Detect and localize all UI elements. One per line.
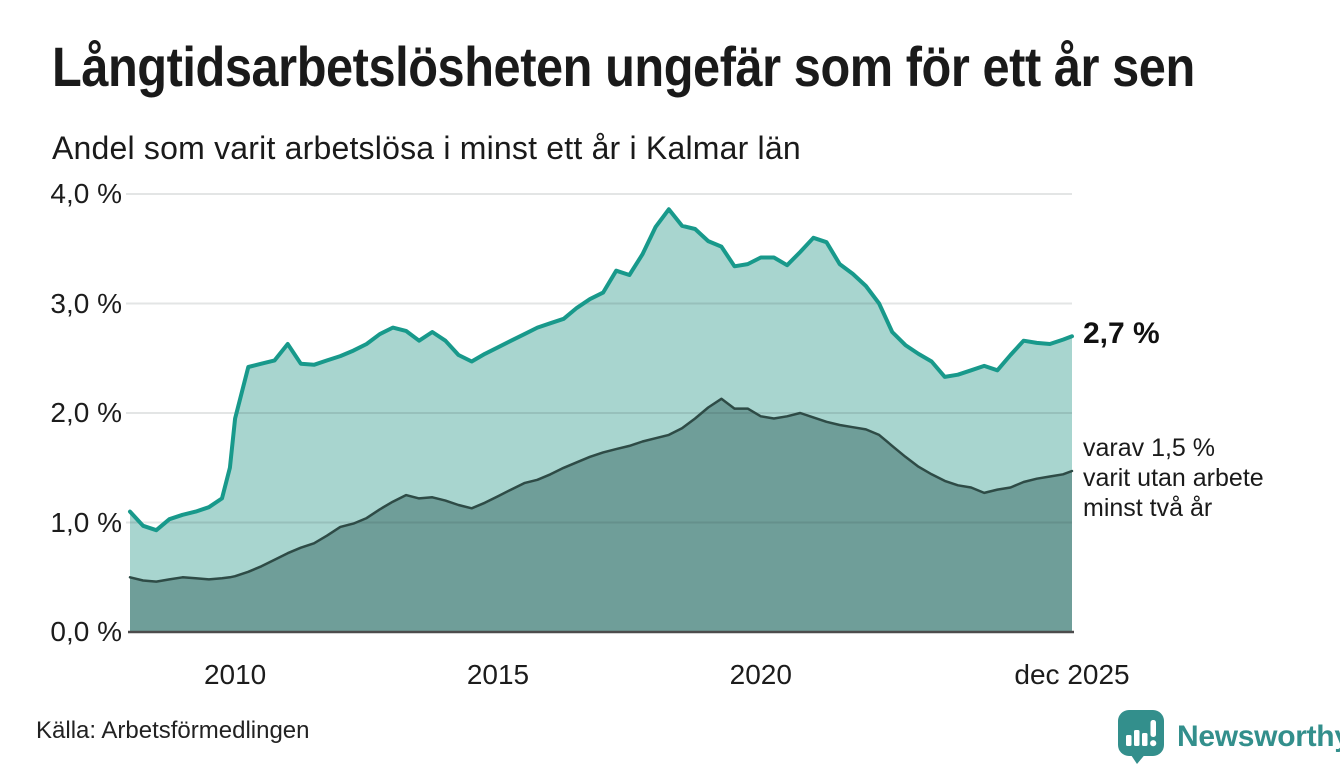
source-attribution: Källa: Arbetsförmedlingen [36, 717, 310, 744]
page-title: Långtidsarbetslösheten ungefär som för e… [52, 35, 1195, 98]
y-tick-label: 3,0 % [50, 287, 122, 319]
chart-subtitle: Andel som varit arbetslösa i minst ett å… [52, 130, 801, 166]
y-tick-label: 1,0 % [50, 506, 122, 538]
y-tick-label: 4,0 % [50, 178, 122, 209]
end-note-line: minst två år [1083, 494, 1213, 523]
x-tick-label: dec 2025 [1014, 659, 1130, 690]
series-end-note: varav 1,5 % varit utan arbete minst två … [1083, 433, 1264, 523]
y-tick-label: 0,0 % [50, 616, 122, 647]
end-note-line: varit utan arbete [1083, 464, 1264, 493]
y-tick-label: 2,0 % [50, 397, 122, 428]
newsworthy-logo: Newsworthy [1116, 708, 1340, 765]
x-tick-label: 2010 [203, 659, 267, 690]
newsworthy-logo-text: Newsworthy [1177, 719, 1340, 753]
x-tick-label: 2020 [729, 659, 792, 690]
newsworthy-logo-icon [1118, 710, 1164, 764]
x-tick-label: 2015 [466, 659, 530, 690]
series-end-value-label: 2,7 % [1083, 317, 1160, 351]
end-note-line: varav 1,5 % [1083, 434, 1216, 463]
